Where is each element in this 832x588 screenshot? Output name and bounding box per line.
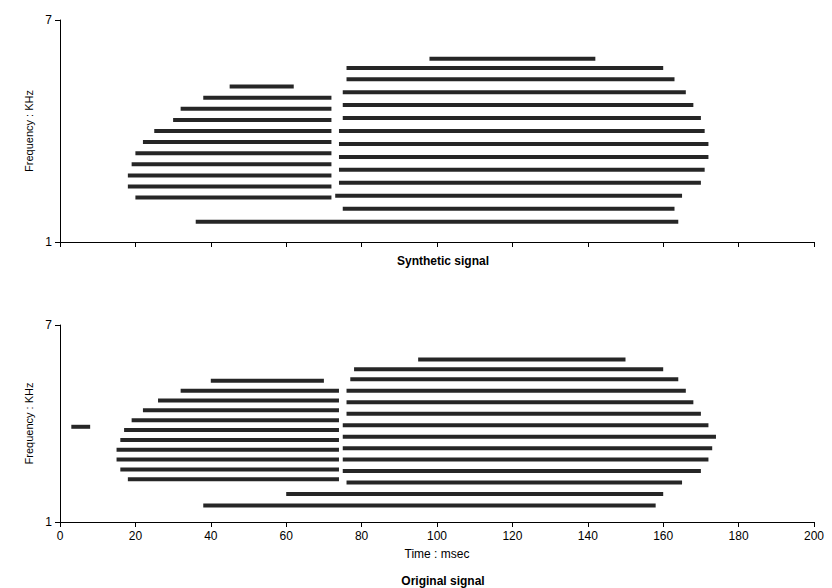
svg-text:Frequency : KHz: Frequency : KHz: [23, 383, 35, 465]
svg-text:180: 180: [729, 529, 749, 543]
svg-text:40: 40: [204, 529, 218, 543]
svg-text:100: 100: [427, 529, 447, 543]
svg-text:140: 140: [578, 529, 598, 543]
svg-text:Frequency : KHz: Frequency : KHz: [23, 90, 35, 172]
svg-text:60: 60: [280, 529, 294, 543]
svg-text:1: 1: [45, 235, 52, 249]
svg-text:Time : msec: Time : msec: [405, 547, 470, 561]
svg-text:80: 80: [355, 529, 369, 543]
svg-text:1: 1: [45, 515, 52, 529]
svg-text:7: 7: [45, 318, 52, 332]
svg-text:Synthetic signal: Synthetic signal: [397, 254, 489, 268]
svg-text:160: 160: [653, 529, 673, 543]
svg-text:Original signal: Original signal: [401, 574, 484, 588]
svg-text:200: 200: [804, 529, 824, 543]
svg-text:20: 20: [129, 529, 143, 543]
svg-text:120: 120: [502, 529, 522, 543]
svg-text:0: 0: [57, 529, 64, 543]
svg-text:7: 7: [45, 13, 52, 27]
